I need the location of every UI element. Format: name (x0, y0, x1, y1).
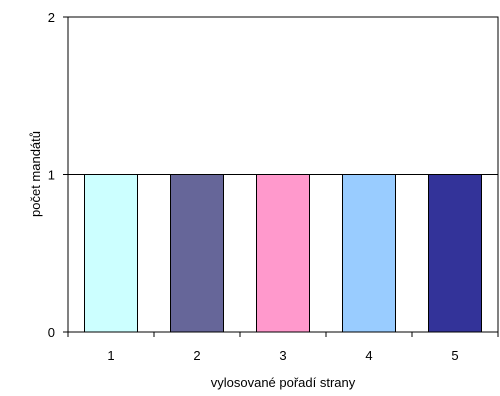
x-tick-label-2: 2 (193, 348, 200, 363)
x-tick-label-5: 5 (451, 348, 458, 363)
bars (84, 174, 482, 333)
bar-4 (342, 174, 396, 333)
x-tick-label-4: 4 (365, 348, 372, 363)
x-tick-label-3: 3 (279, 348, 286, 363)
bar-1 (84, 174, 138, 333)
y-tick-label-1: 1 (48, 168, 55, 183)
bar-5 (428, 174, 482, 333)
bar-3 (256, 174, 310, 333)
y-axis-title: počet mandátů (28, 131, 43, 217)
y-tick-label-2: 2 (48, 10, 55, 25)
y-tick-label-0: 0 (48, 325, 55, 340)
axes (63, 16, 499, 337)
bar-2 (170, 174, 224, 333)
x-tick-label-1: 1 (107, 348, 114, 363)
x-tick-labels: 1 2 3 4 5 (107, 348, 458, 363)
x-axis-title: vylosované pořadí strany (211, 375, 356, 390)
y-tick-labels: 0 1 2 (48, 10, 55, 340)
